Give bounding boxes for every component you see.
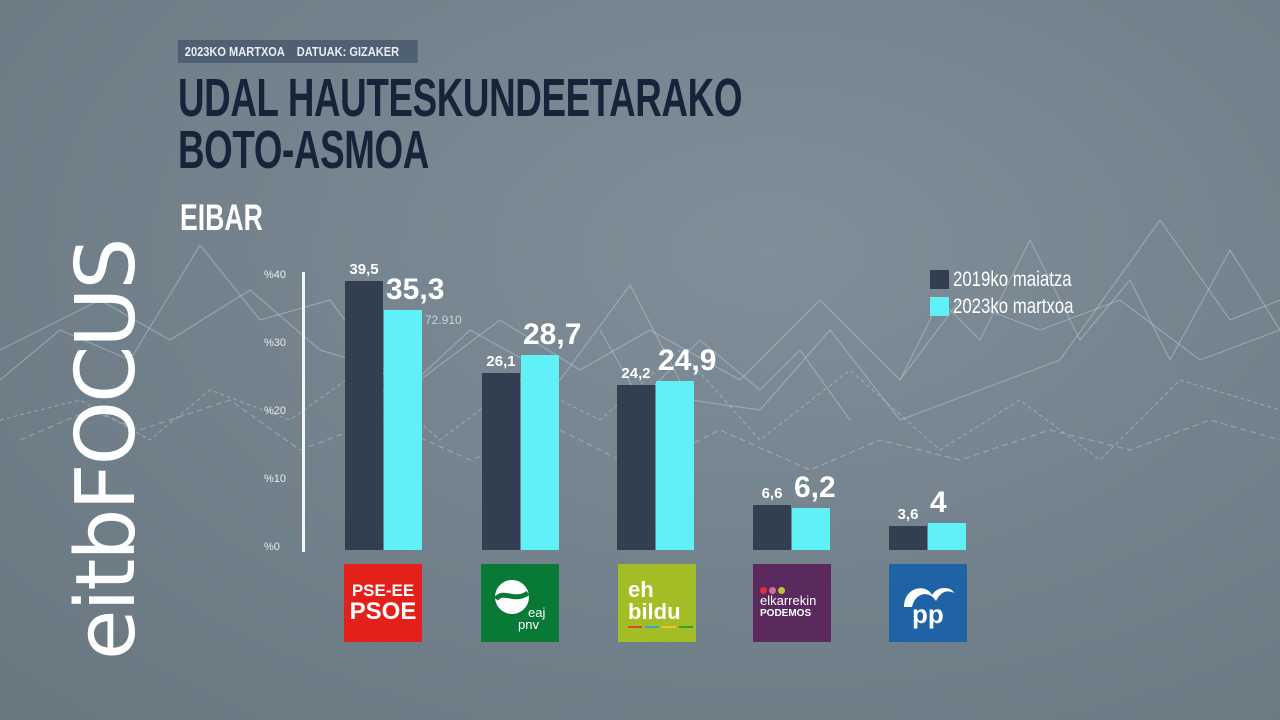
y-tick-10: %10 <box>264 473 287 485</box>
value-label-2019-1: 26,1 <box>486 352 516 370</box>
bildu-logo-line1: eh <box>628 576 654 602</box>
legend: 2019ko maiatza 2023ko martxoa <box>930 266 1104 320</box>
value-label-2019-4: 3,6 <box>897 505 919 523</box>
value-label-2023-1: 28,7 <box>523 317 582 351</box>
bar-2019-2 <box>617 385 655 550</box>
legend-label-2023: 2023ko martxoa <box>953 294 1074 318</box>
svg-text:eaj: eaj <box>528 605 545 620</box>
bar-2019-0 <box>345 281 383 550</box>
bar-2023-2 <box>656 380 694 550</box>
pnv-swirl-icon: eaj pnv <box>494 580 545 632</box>
bar-2023-0 <box>384 309 422 550</box>
bar-2023-3 <box>792 507 830 550</box>
legend-item-2023: 2023ko martxoa <box>930 293 1104 320</box>
legend-item-2019: 2019ko maiatza <box>930 266 1104 293</box>
y-tick-30: %30 <box>264 337 287 349</box>
podemos-logo: elkarrekin PODEMOS <box>753 564 831 642</box>
podemos-logo-line1: elkarrekin <box>760 592 817 608</box>
bildu-color-stripes <box>628 625 693 628</box>
title-line-1: UDAL HAUTESKUNDEETARAKO <box>178 68 743 128</box>
vote-count-annotation: 72.910 <box>425 313 462 327</box>
title-line-2: BOTO-ASMOA <box>178 120 429 180</box>
value-label-2019-3: 6,6 <box>761 485 783 503</box>
legend-label-2019: 2019ko maiatza <box>953 267 1072 291</box>
y-tick-40: %40 <box>264 269 287 281</box>
pp-gull-icon: pp <box>904 588 954 629</box>
svg-text:pnv: pnv <box>518 617 539 632</box>
value-label-2023-4: 4 <box>930 485 947 519</box>
bildu-logo: eh bildu <box>618 564 696 642</box>
value-label-2023-0: 35,3 <box>386 272 445 306</box>
podemos-dots-icon <box>760 586 785 594</box>
location-subtitle: EIBAR <box>180 197 263 238</box>
y-axis-line <box>302 272 305 552</box>
y-tick-20: %20 <box>264 405 287 417</box>
bar-2019-1 <box>482 372 520 550</box>
pp-logo: pp <box>889 564 967 642</box>
bar-2019-3 <box>753 505 791 550</box>
value-label-2019-0: 39,5 <box>349 261 379 279</box>
pnv-logo: eaj pnv <box>481 564 559 642</box>
psoe-logo-line1: PSE-EE <box>351 581 415 600</box>
value-label-2023-2: 24,9 <box>658 343 717 377</box>
bildu-logo-line2: bildu <box>628 598 681 624</box>
y-tick-0: %0 <box>264 541 280 553</box>
source-tag: 2023KO MARTXOA DATUAK: GIZAKER <box>178 40 418 63</box>
date-tag: 2023KO MARTXOA <box>184 44 285 59</box>
data-source: DATUAK: GIZAKER <box>296 44 400 59</box>
value-label-2023-3: 6,2 <box>794 470 836 504</box>
psoe-logo: PSE-EE PSOE <box>344 564 422 642</box>
psoe-logo-line2: PSOE <box>349 598 417 625</box>
value-label-2019-2: 24,2 <box>621 365 651 383</box>
page-title: UDAL HAUTESKUNDEETARAKO BOTO-ASMOA <box>178 68 743 180</box>
bar-2023-4 <box>928 522 966 550</box>
eitb-focus-logo: eitbFOCUS <box>59 239 154 660</box>
bar-2019-4 <box>889 525 927 550</box>
legend-swatch-2019 <box>930 270 949 289</box>
bar-2023-1 <box>521 354 559 550</box>
legend-swatch-2023 <box>930 297 949 316</box>
podemos-logo-line2: PODEMOS <box>760 607 812 619</box>
svg-text:pp: pp <box>912 599 944 629</box>
